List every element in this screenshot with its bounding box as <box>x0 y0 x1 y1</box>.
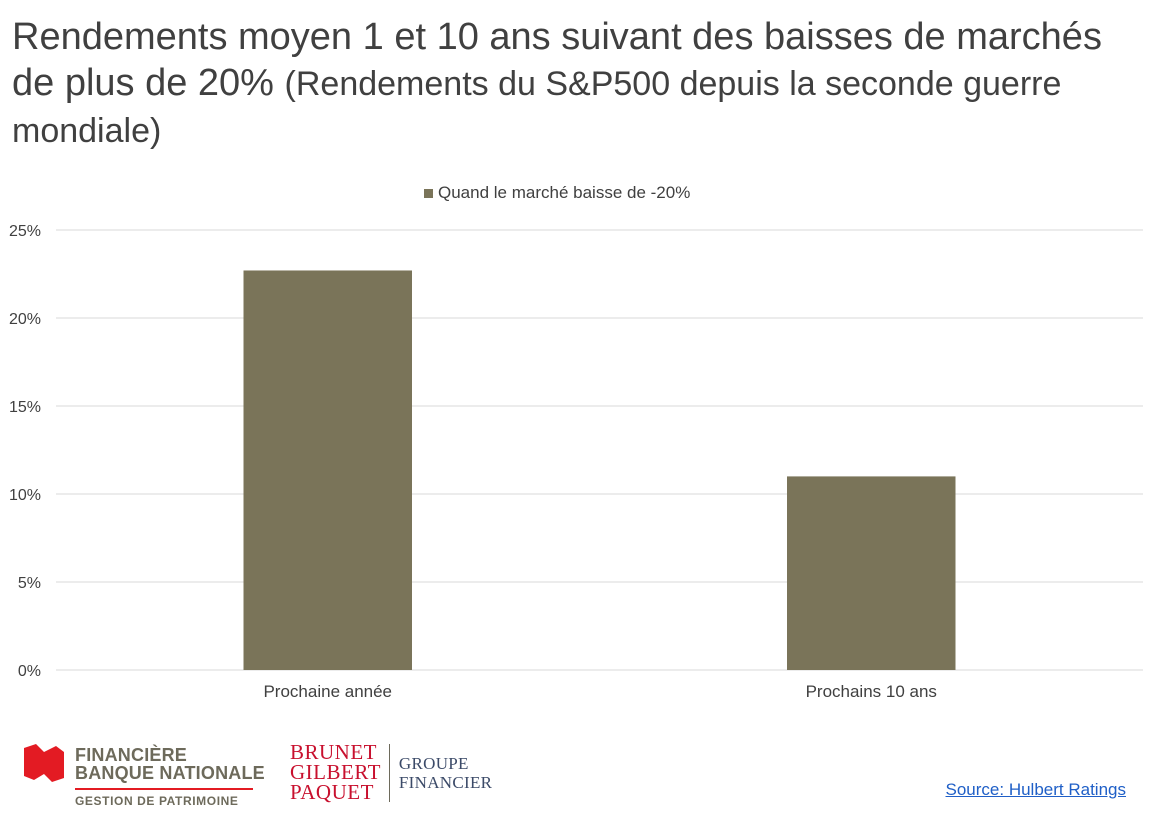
bgp-separator <box>388 744 390 802</box>
chart-title-sub: (Rendements du S&P500 depuis la seconde … <box>12 65 1062 150</box>
x-tick-label: Prochains 10 ans <box>806 682 937 701</box>
y-tick-label: 20% <box>9 311 41 328</box>
source-link[interactable]: Source: Hulbert Ratings <box>945 780 1126 799</box>
bar <box>787 476 956 670</box>
chart-title-main: Rendements moyen 1 et 10 ans suivant des… <box>12 16 1102 104</box>
legend-label: Quand le marché baisse de -20% <box>438 183 691 202</box>
legend-swatch <box>424 188 433 198</box>
bar-chart: 0% 5% 10% 15% 20% 25% Prochaine année Prochains… <box>9 223 1143 701</box>
y-tick-label: 5% <box>18 575 41 592</box>
bgp-groupe-1: GROUPE <box>398 754 469 773</box>
fbn-line1: FINANCIÈRE <box>75 745 188 765</box>
bgp-logo: BRUNET GILBERT PAQUET GROUPE FINANCIER <box>290 740 493 804</box>
fbn-rule <box>75 788 253 790</box>
chart-legend: Quand le marché baisse de -20% <box>424 183 690 203</box>
y-tick-label: 25% <box>9 223 41 240</box>
bgp-groupe-2: FINANCIER <box>398 773 493 792</box>
bar <box>243 270 412 670</box>
y-tick-label: 10% <box>9 487 41 504</box>
bgp-name-3: PAQUET <box>290 780 374 804</box>
fbn-flag-icon <box>24 744 64 782</box>
chart-title: Rendements moyen 1 et 10 ans suivant des… <box>12 14 1142 154</box>
bgp-name-1: BRUNET <box>290 740 377 764</box>
fbn-logo: FINANCIÈRE BANQUE NATIONALE GESTION DE P… <box>22 742 265 808</box>
fbn-line3: GESTION DE PATRIMOINE <box>75 794 239 808</box>
bgp-name-2: GILBERT <box>290 760 381 784</box>
y-tick-label: 0% <box>18 663 41 680</box>
x-tick-label: Prochaine année <box>263 682 392 701</box>
fbn-line2: BANQUE NATIONALE <box>75 763 265 783</box>
y-tick-label: 15% <box>9 399 41 416</box>
